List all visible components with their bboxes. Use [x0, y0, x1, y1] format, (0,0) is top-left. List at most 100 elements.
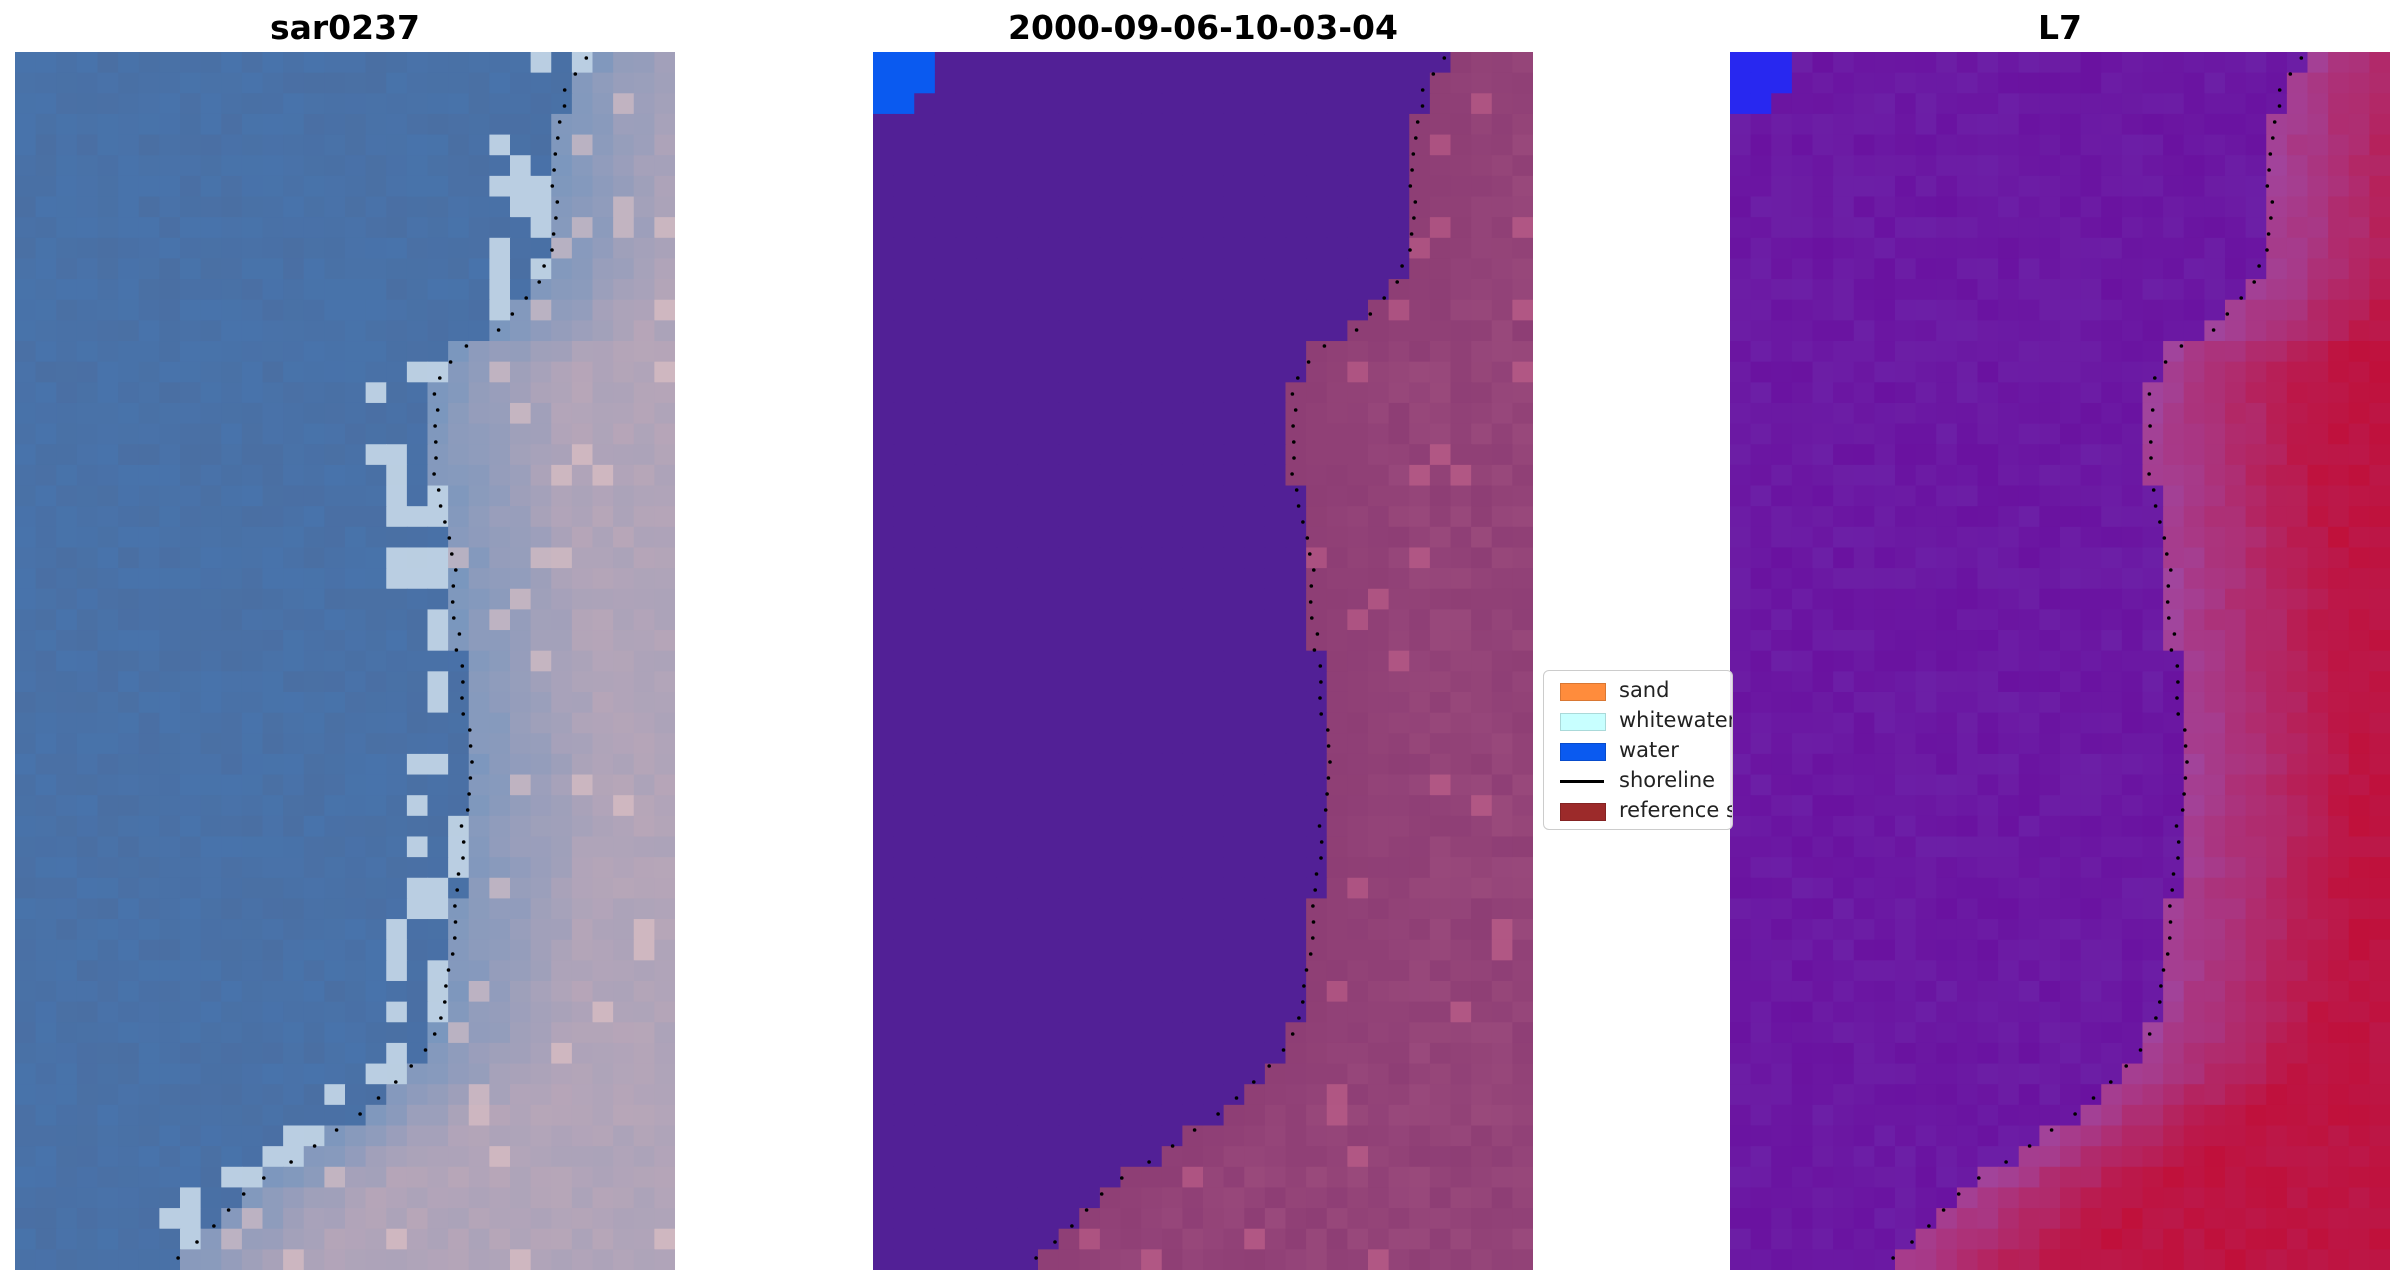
image-pixel: [1285, 52, 1307, 74]
shoreline-dot: [1420, 104, 1425, 108]
image-pixel: [893, 1166, 915, 1189]
image-pixel: [2266, 547, 2288, 569]
image-pixel: [1099, 1022, 1122, 1044]
image-pixel: [1833, 712, 1855, 734]
image-pixel: [1915, 258, 1937, 280]
image-pixel: [1471, 52, 1493, 74]
image-pixel: [118, 361, 140, 383]
image-pixel: [633, 237, 655, 260]
image-pixel: [97, 753, 119, 776]
image-pixel: [571, 382, 594, 404]
image-pixel: [200, 1063, 222, 1085]
image-pixel: [468, 506, 490, 528]
image-pixel: [1120, 1228, 1142, 1250]
image-pixel: [1203, 939, 1225, 961]
image-pixel: [1347, 1166, 1369, 1189]
image-pixel: [448, 1042, 470, 1065]
image-pixel: [1079, 52, 1101, 74]
image-pixel: [345, 423, 367, 445]
image-pixel: [324, 857, 346, 879]
image-pixel: [1730, 155, 1752, 177]
image-pixel: [955, 1022, 977, 1044]
image-pixel: [996, 526, 1018, 549]
image-pixel: [1409, 815, 1431, 838]
image-pixel: [2369, 196, 2390, 218]
image-pixel: [1471, 939, 1493, 961]
image-pixel: [2060, 299, 2082, 321]
image-pixel: [1161, 196, 1183, 218]
image-pixel: [1491, 939, 1513, 961]
image-pixel: [1161, 671, 1183, 693]
image-pixel: [976, 1166, 998, 1189]
image-pixel: [613, 1146, 635, 1168]
image-pixel: [138, 258, 160, 280]
image-pixel: [654, 960, 675, 982]
image-pixel: [1141, 526, 1163, 549]
shoreline-dot: [226, 1208, 231, 1212]
image-pixel: [873, 712, 895, 734]
shoreline-dot: [434, 440, 438, 444]
image-pixel: [2204, 691, 2226, 714]
image-pixel: [324, 588, 346, 610]
image-pixel: [365, 52, 387, 74]
image-pixel: [1120, 980, 1142, 1003]
image-pixel: [1017, 485, 1039, 507]
image-pixel: [592, 258, 614, 280]
image-pixel: [138, 815, 160, 838]
shoreline-dot: [556, 136, 560, 140]
image-pixel: [1306, 547, 1328, 569]
image-pixel: [386, 630, 408, 652]
image-pixel: [2328, 299, 2350, 321]
image-pixel: [1956, 650, 1979, 672]
image-pixel: [893, 630, 915, 652]
image-pixel: [1326, 526, 1348, 549]
image-pixel: [893, 382, 915, 404]
image-pixel: [221, 1042, 243, 1065]
image-pixel: [551, 547, 573, 569]
image-pixel: [1244, 898, 1266, 920]
image-pixel: [1977, 547, 1999, 569]
image-pixel: [1038, 217, 1060, 239]
image-pixel: [2142, 609, 2164, 631]
image-pixel: [873, 774, 895, 796]
image-pixel: [1347, 93, 1369, 115]
image-pixel: [427, 630, 449, 652]
image-pixel: [365, 1063, 387, 1085]
image-pixel: [654, 1042, 675, 1065]
image-pixel: [1812, 506, 1834, 528]
image-pixel: [1512, 402, 1533, 425]
image-pixel: [1915, 217, 1937, 239]
image-pixel: [241, 506, 264, 528]
image-pixel: [1203, 1228, 1225, 1250]
image-pixel: [1491, 588, 1513, 610]
image-pixel: [1182, 1166, 1204, 1189]
image-pixel: [1017, 217, 1039, 239]
image-pixel: [1223, 609, 1245, 631]
image-pixel: [1223, 1125, 1245, 1147]
image-pixel: [283, 568, 305, 590]
image-pixel: [1038, 72, 1060, 94]
image-pixel: [1791, 134, 1814, 156]
image-pixel: [934, 1249, 957, 1270]
image-pixel: [1120, 568, 1142, 590]
image-pixel: [1512, 175, 1533, 198]
image-pixel: [2080, 691, 2102, 714]
image-pixel: [2369, 506, 2390, 528]
image-pixel: [530, 671, 552, 693]
image-pixel: [976, 733, 998, 755]
image-pixel: [976, 795, 998, 817]
image-pixel: [613, 341, 635, 363]
image-pixel: [1017, 155, 1039, 177]
image-pixel: [1306, 960, 1328, 982]
image-pixel: [1368, 1166, 1390, 1189]
image-pixel: [633, 1042, 655, 1065]
image-pixel: [1429, 1187, 1452, 1209]
image-pixel: [15, 382, 37, 404]
image-pixel: [159, 1104, 181, 1127]
image-pixel: [97, 919, 119, 941]
image-pixel: [654, 1022, 675, 1044]
image-pixel: [427, 258, 449, 280]
image-pixel: [2018, 175, 2040, 198]
image-pixel: [427, 650, 449, 672]
image-pixel: [1450, 630, 1472, 652]
